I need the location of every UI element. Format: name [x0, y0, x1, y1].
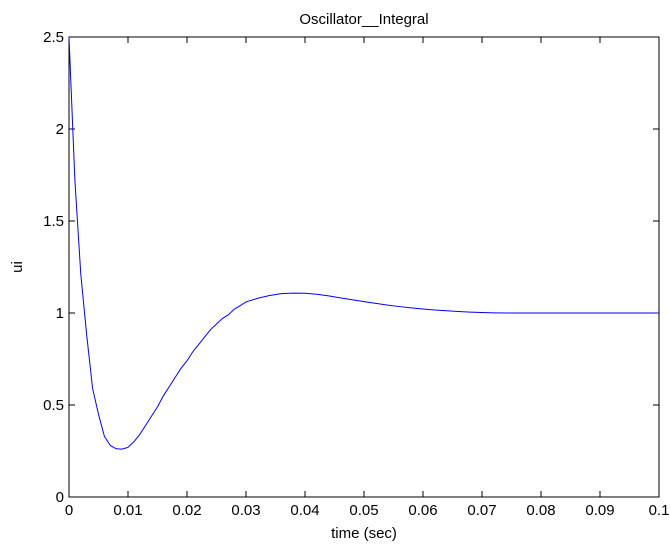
x-tick-label: 0.06 [408, 502, 437, 519]
y-tick-label: 2 [56, 121, 64, 138]
chart-title: Oscillator__Integral [299, 11, 428, 28]
x-tick-label: 0.02 [172, 502, 201, 519]
x-tick-label: 0.08 [526, 502, 555, 519]
y-tick-label: 0 [56, 489, 64, 506]
x-tick-label: 0 [65, 502, 73, 519]
x-tick-label: 0.09 [585, 502, 614, 519]
x-axis-label: time (sec) [331, 525, 397, 542]
y-tick-label: 1 [56, 305, 64, 322]
y-tick-label: 1.5 [43, 213, 64, 230]
y-tick-label: 0.5 [43, 397, 64, 414]
series-line [68, 36, 659, 450]
x-axis-ticks: 0 0.01 0.02 0.03 0.04 0.05 0.06 0.07 0.08 0.09 0.1 [65, 37, 670, 519]
x-tick-label: 0.05 [349, 502, 378, 519]
series-layer [68, 36, 659, 450]
plot-area [68, 36, 660, 498]
x-tick-label: 0.01 [113, 502, 142, 519]
x-tick-label: 0.1 [649, 502, 670, 519]
x-tick-label: 0.07 [467, 502, 496, 519]
y-axis-label: ui [9, 261, 26, 273]
x-tick-label: 0.04 [290, 502, 319, 519]
y-tick-label: 2.5 [43, 29, 64, 46]
x-tick-label: 0.03 [231, 502, 260, 519]
y-axis-ticks: 0 0.5 1 1.5 2 2.5 [43, 29, 659, 506]
plot-frame [68, 36, 660, 498]
